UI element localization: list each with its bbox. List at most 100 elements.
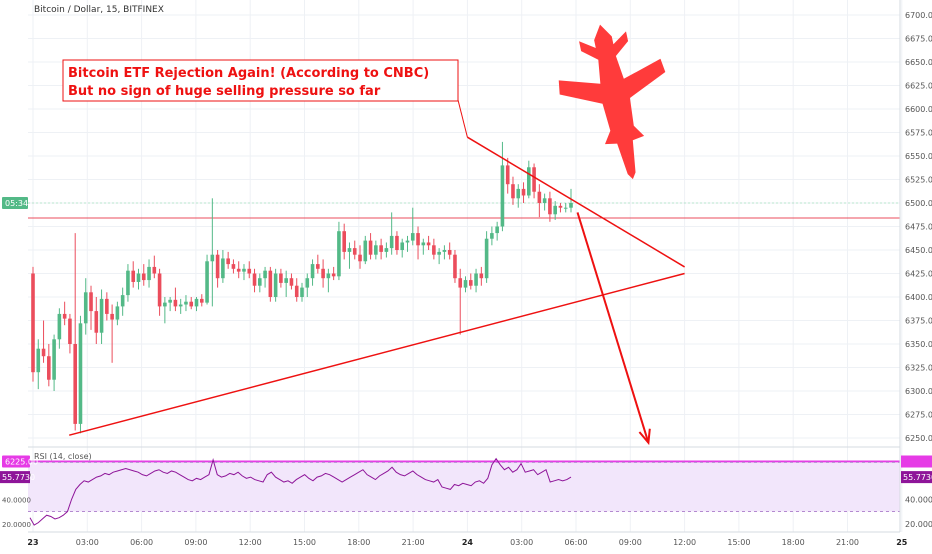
- candle: [231, 259, 236, 274]
- time-tick-label: 03:00: [510, 538, 533, 547]
- time-tick-label: 21:00: [836, 538, 859, 547]
- time-tick-label: 21:00: [402, 538, 425, 547]
- candle: [437, 248, 441, 265]
- candle: [447, 242, 452, 260]
- fighter-jet-icon: [558, 24, 666, 180]
- candle: [120, 287, 125, 316]
- candle: [136, 268, 141, 290]
- candle: [210, 198, 215, 307]
- price-tick-label: 6325.00: [905, 364, 932, 373]
- candle: [527, 160, 531, 199]
- time-tick-label: 03:00: [76, 538, 99, 547]
- support-badge-left-bg: [2, 455, 30, 468]
- candle: [516, 184, 521, 208]
- time-tick-label: 09:00: [619, 538, 642, 547]
- projection-arrow-head: [638, 428, 651, 446]
- price-tick-label: 6625.00: [905, 82, 932, 91]
- candle: [178, 298, 183, 314]
- candle: [389, 212, 394, 255]
- candle: [558, 203, 563, 213]
- time-tick-label: 06:00: [564, 538, 587, 547]
- candle: [331, 266, 336, 281]
- candle: [563, 203, 568, 213]
- rsi-tick-label-left: 20.0000: [2, 521, 31, 529]
- candle: [289, 273, 294, 290]
- candle: [205, 254, 209, 305]
- projection-arrow[interactable]: [576, 212, 650, 443]
- price-tick-label: 6675.00: [905, 35, 932, 44]
- time-tick-label: 12:00: [239, 538, 262, 547]
- lower-trendline[interactable]: [69, 272, 685, 436]
- annotation-box[interactable]: [62, 59, 459, 102]
- rsi-pane: [28, 457, 900, 526]
- last-price-badge-bg: [2, 197, 28, 209]
- candle: [94, 297, 99, 344]
- candle: [442, 245, 447, 260]
- rsi-tick-label-left: 40.0000: [2, 496, 31, 504]
- candlesticks: [31, 141, 573, 434]
- candle: [110, 304, 114, 363]
- candle: [252, 268, 257, 293]
- rsi-value-badge-right-bg: [901, 471, 932, 484]
- price-tick-label: 6350.00: [905, 340, 932, 349]
- candle: [273, 268, 278, 302]
- candle: [294, 278, 299, 302]
- candle: [368, 233, 373, 260]
- candle: [226, 251, 230, 269]
- candle: [542, 193, 547, 211]
- candle: [521, 182, 526, 203]
- upper-trendline[interactable]: [467, 136, 685, 268]
- candle: [342, 223, 346, 260]
- time-tick-label: 06:00: [130, 538, 153, 547]
- candle: [221, 250, 225, 283]
- candle: [400, 238, 405, 258]
- time-tick-label: 15:00: [727, 538, 750, 547]
- time-tick-label: 09:00: [184, 538, 207, 547]
- rsi-tick-label: 20.0000: [905, 520, 932, 529]
- candle: [78, 315, 83, 434]
- price-tick-label: 6250.00: [905, 434, 932, 443]
- candle: [305, 273, 310, 297]
- rsi-value-badge-right: 55.7730: [903, 473, 932, 482]
- candle: [115, 301, 120, 326]
- candle: [395, 231, 399, 255]
- rsi-value-badge-left: 55.7730: [2, 473, 35, 482]
- candle: [553, 201, 557, 220]
- support-badge-left: 6225.00: [5, 458, 38, 467]
- candle: [458, 268, 463, 335]
- last-price-badge: 05:34: [5, 199, 28, 208]
- candle: [242, 264, 246, 281]
- candle: [500, 141, 505, 232]
- candle: [263, 266, 267, 288]
- candle: [374, 240, 378, 260]
- candle: [147, 259, 151, 288]
- candle: [236, 261, 241, 279]
- candle: [173, 287, 178, 312]
- candle: [157, 268, 162, 316]
- rsi-tick-label: 40.0000: [905, 495, 932, 504]
- time-tick-label: 24: [462, 538, 474, 547]
- candle: [337, 221, 341, 281]
- candle: [468, 273, 473, 290]
- candle: [405, 235, 410, 252]
- price-tick-label: 6475.00: [905, 223, 932, 232]
- price-tick-label: 6650.00: [905, 58, 932, 67]
- candle: [126, 264, 130, 302]
- candle: [421, 238, 426, 255]
- symbol-title: Bitcoin / Dollar, 15, BITFINEX: [34, 5, 164, 15]
- price-tick-label: 6275.00: [905, 411, 932, 420]
- candle: [68, 313, 72, 354]
- candle: [52, 334, 56, 391]
- candle: [41, 320, 46, 363]
- candle: [168, 297, 172, 312]
- candle: [57, 308, 62, 349]
- candle: [99, 289, 104, 344]
- candle: [363, 235, 368, 265]
- candle: [326, 268, 331, 293]
- price-tick-label: 6550.00: [905, 152, 932, 161]
- candle: [89, 285, 93, 330]
- candle: [479, 266, 484, 286]
- candle: [73, 233, 77, 431]
